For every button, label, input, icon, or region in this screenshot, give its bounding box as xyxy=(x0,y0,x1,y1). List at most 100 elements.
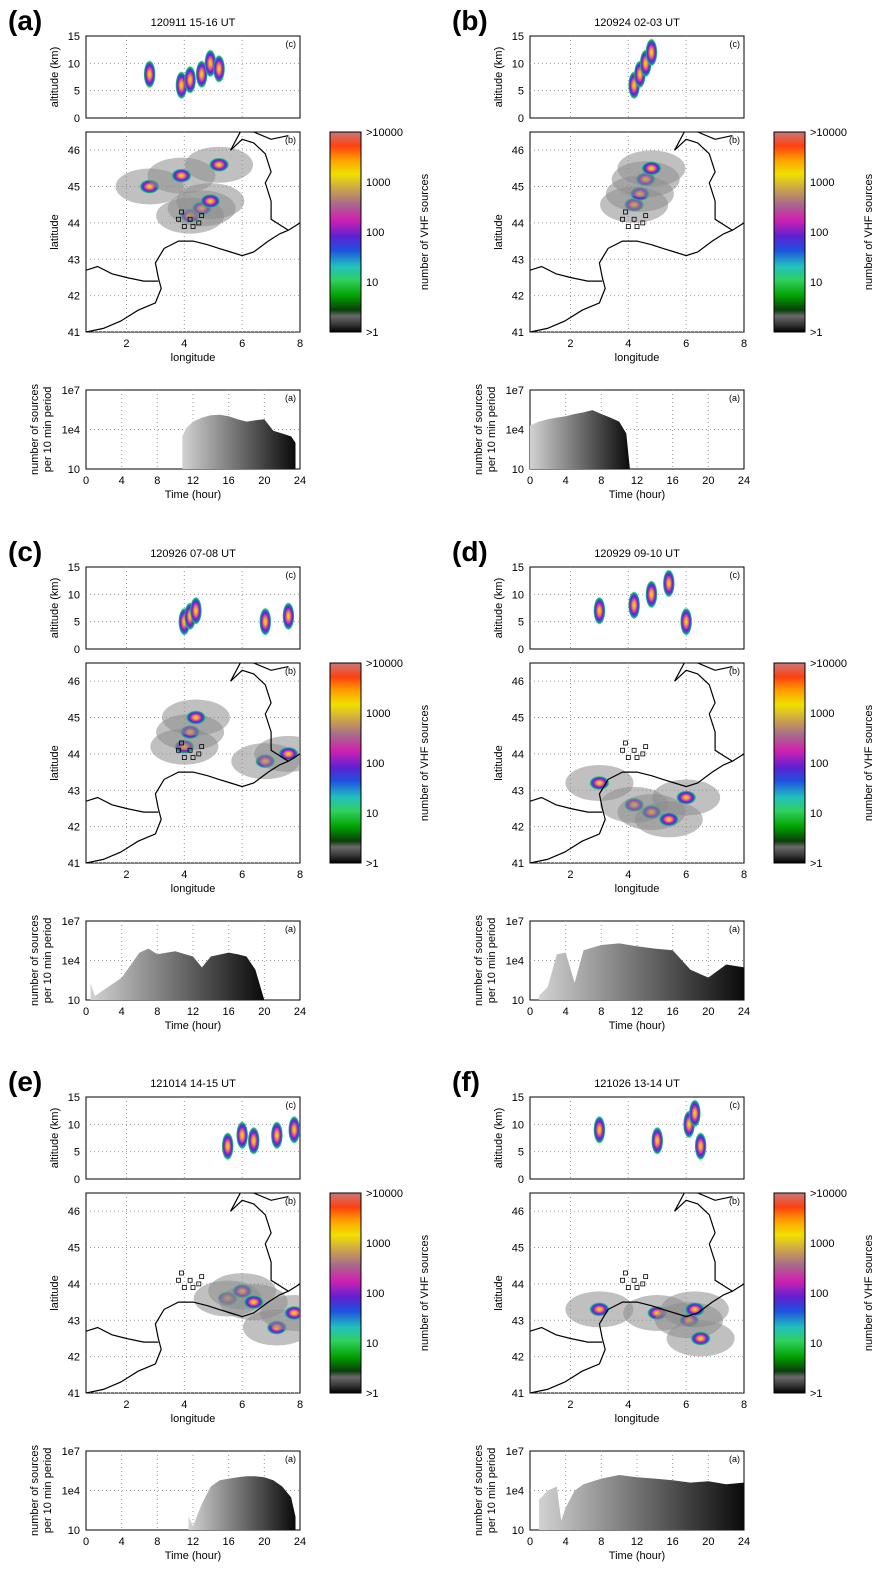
longitude-tick-label: 4 xyxy=(181,1399,187,1411)
altitude-source-cluster xyxy=(651,1126,664,1155)
time-tick-label: 0 xyxy=(83,475,89,487)
colorbar-tick-label: 100 xyxy=(366,227,384,239)
map-subpanel-tag: (b) xyxy=(285,1196,296,1206)
station-marker xyxy=(625,755,631,760)
time-tick-label: 0 xyxy=(527,475,533,487)
station-marker xyxy=(187,216,193,222)
station-marker xyxy=(181,755,187,760)
time-tick-label: 8 xyxy=(598,475,604,487)
longitude-tick-label: 6 xyxy=(683,869,689,881)
altitude-tick-label: 5 xyxy=(518,1147,524,1159)
colorbar-tick-label: >10000 xyxy=(810,1188,847,1200)
altitude-subpanel-tag: (c) xyxy=(730,39,741,49)
colorbar-tick-label: >10000 xyxy=(366,1188,403,1200)
station-marker xyxy=(634,755,640,760)
map-coastline xyxy=(530,265,603,282)
time-tick-label: 12 xyxy=(631,1006,643,1018)
map-source-core xyxy=(200,194,221,209)
longitude-tick-label: 2 xyxy=(567,869,573,881)
colorbar-label: number of VHF sources xyxy=(419,173,431,290)
latitude-axis-label: latitude xyxy=(49,1275,61,1310)
time-tick-label: 12 xyxy=(187,475,199,487)
count-tick-label: 10 xyxy=(68,995,80,1007)
altitude-frame xyxy=(85,1096,301,1180)
count-tick-label: 1e4 xyxy=(506,956,524,968)
count-axis-label: number of sources xyxy=(473,1444,485,1536)
latitude-tick-label: 46 xyxy=(68,1206,80,1218)
colorbar: >10000 1000 100 10 >1 number of VHF sources xyxy=(329,127,431,339)
map-coastline xyxy=(86,1283,300,1393)
altitude-source-cluster xyxy=(694,1132,707,1161)
latitude-tick-label: 46 xyxy=(68,145,80,157)
colorbar-tick-label: >1 xyxy=(366,327,379,339)
station-marker xyxy=(623,1270,628,1276)
panel-title: 120911 15-16 UT xyxy=(151,17,236,29)
colorbar-tick-label: 1000 xyxy=(810,1238,834,1250)
longitude-tick-label: 4 xyxy=(181,338,187,350)
latitude-tick-label: 43 xyxy=(512,254,524,266)
longitude-axis-label: longitude xyxy=(171,883,216,895)
colorbar-scale xyxy=(773,131,806,333)
station-marker xyxy=(640,220,646,226)
latitude-tick-label: 41 xyxy=(512,327,524,339)
map-coastline xyxy=(674,669,733,762)
longitude-tick-label: 6 xyxy=(239,338,245,350)
latitude-tick-label: 41 xyxy=(512,858,524,870)
longitude-axis-label: longitude xyxy=(615,352,660,364)
altitude-source-cluster xyxy=(236,1121,249,1150)
station-marker xyxy=(196,220,202,226)
time-tick-label: 24 xyxy=(294,1006,306,1018)
altitude-tick-label: 0 xyxy=(518,113,524,125)
time-tick-label: 0 xyxy=(83,1006,89,1018)
altitude-axis-label: altitude (km) xyxy=(493,578,505,639)
map-coastline xyxy=(230,138,289,231)
count-tick-label: 1e7 xyxy=(62,385,80,397)
station-marker xyxy=(625,1285,631,1290)
count-tick-label: 10 xyxy=(512,995,524,1007)
count-axis-label: per 10 min period xyxy=(42,387,54,473)
map-coastline xyxy=(530,1283,744,1393)
colorbar-tick-label: 100 xyxy=(810,758,828,770)
longitude-tick-label: 2 xyxy=(123,338,129,350)
latitude-tick-label: 43 xyxy=(68,785,80,797)
time-tick-label: 8 xyxy=(154,1536,160,1548)
count-axis-label: per 10 min period xyxy=(42,918,54,1004)
map-coastline xyxy=(86,1326,159,1343)
station-marker xyxy=(631,216,637,222)
map-coastline xyxy=(230,1193,289,1212)
time-tick-label: 20 xyxy=(258,1536,270,1548)
altitude-source-cluster xyxy=(270,1121,283,1150)
count-tick-label: 1e4 xyxy=(62,425,80,437)
time-tick-label: 16 xyxy=(667,475,679,487)
altitude-source-cluster xyxy=(221,1132,234,1161)
altitude-frame xyxy=(529,566,745,650)
map-coastline xyxy=(86,265,159,282)
latitude-tick-label: 44 xyxy=(512,1279,524,1291)
time-tick-label: 4 xyxy=(563,1006,569,1018)
longitude-tick-label: 6 xyxy=(683,1399,689,1411)
latitude-axis-label: latitude xyxy=(493,1275,505,1310)
count-tick-label: 1e7 xyxy=(506,1446,524,1458)
count-axis-label: number of sources xyxy=(29,914,41,1006)
latitude-tick-label: 44 xyxy=(68,218,80,230)
altitude-tick-label: 10 xyxy=(68,58,80,70)
colorbar: >10000 1000 100 10 >1 number of VHF sources xyxy=(329,658,431,870)
map-source-core xyxy=(284,1306,300,1320)
station-marker xyxy=(181,224,187,229)
panel-letter: (f) xyxy=(452,1066,480,1097)
map-source-field xyxy=(260,1295,300,1331)
map-coastline xyxy=(674,1199,733,1292)
latitude-tick-label: 45 xyxy=(68,713,80,725)
count-tick-label: 1e4 xyxy=(62,1486,80,1498)
altitude-tick-label: 5 xyxy=(74,617,80,629)
altitude-tick-label: 10 xyxy=(512,1119,524,1131)
panel-letter: (e) xyxy=(8,1066,42,1097)
latitude-tick-label: 43 xyxy=(512,1315,524,1327)
panel-title: 121014 14-15 UT xyxy=(150,1078,236,1090)
map-coastline xyxy=(674,138,733,231)
altitude-source-cluster xyxy=(213,54,226,83)
station-marker xyxy=(187,1277,193,1283)
